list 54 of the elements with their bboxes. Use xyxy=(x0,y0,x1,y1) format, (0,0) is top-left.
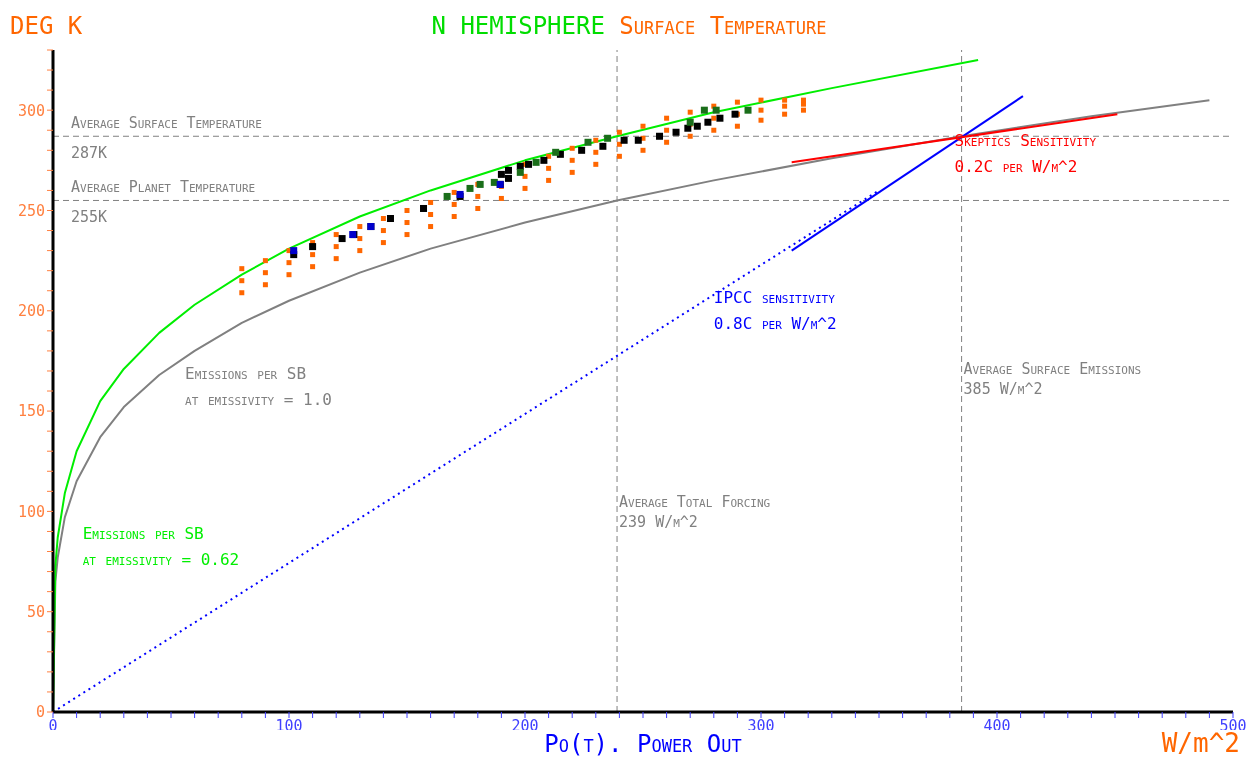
point xyxy=(552,148,560,156)
point xyxy=(634,136,642,144)
chart-title: N HEMISPHERE xyxy=(431,12,605,40)
y-tick-label: 150 xyxy=(17,402,45,421)
y-tick-label: 50 xyxy=(26,603,45,622)
point xyxy=(578,146,586,154)
ref-line-label: Average Planet Temperature 255K xyxy=(71,178,256,227)
point xyxy=(290,247,298,255)
series-label: Emissions per SB at emissivity = 0.62 xyxy=(82,524,240,570)
series-label: Emissions per SB at emissivity = 1.0 xyxy=(185,363,332,409)
y-tick-label: 300 xyxy=(17,101,45,120)
x-axis-title: Po(t). Power Out xyxy=(544,730,742,758)
y-tick-label: 250 xyxy=(17,201,45,220)
x-tick-label: 200 xyxy=(511,716,539,735)
point xyxy=(466,184,474,192)
point xyxy=(599,142,607,150)
point xyxy=(704,118,712,126)
x-tick-label: 300 xyxy=(747,716,775,735)
x-tick-label: 100 xyxy=(275,716,303,735)
y-axis-title: DEG K xyxy=(10,12,83,40)
y-tick-label: 0 xyxy=(35,703,45,722)
point xyxy=(532,158,540,166)
point xyxy=(309,243,317,251)
ref-line-label: Average Surface Emissions 385 W/m^2 xyxy=(963,360,1142,399)
point xyxy=(744,106,752,114)
series-label: IPCC sensitivity 0.8C per W/m^2 xyxy=(713,287,837,333)
ref-line-label: Average Total Forcing 239 W/m^2 xyxy=(619,492,771,531)
y-tick-label: 100 xyxy=(17,502,45,521)
point xyxy=(656,132,664,140)
point xyxy=(712,106,720,114)
point xyxy=(716,114,724,122)
point xyxy=(693,122,701,130)
point xyxy=(700,106,708,114)
point xyxy=(584,138,592,146)
y-tick-label: 200 xyxy=(17,302,45,321)
point xyxy=(386,215,394,223)
point xyxy=(525,160,533,168)
point xyxy=(504,166,512,174)
chart-subtitle: Surface Temperature xyxy=(619,12,827,40)
point xyxy=(516,168,524,176)
point xyxy=(540,156,548,164)
point xyxy=(443,192,451,200)
x-tick-label: 0 xyxy=(48,716,58,735)
point xyxy=(672,128,680,136)
ref-line-label: Average Surface Temperature 287K xyxy=(71,114,262,163)
series-label: Skeptics Sensitivity 0.2C per W/m^2 xyxy=(954,131,1097,177)
point xyxy=(684,124,692,132)
point xyxy=(420,204,428,212)
point xyxy=(504,174,512,182)
point xyxy=(620,136,628,144)
point xyxy=(497,170,505,178)
x-tick-label: 400 xyxy=(983,716,1011,735)
point xyxy=(338,235,346,243)
point xyxy=(604,134,612,142)
